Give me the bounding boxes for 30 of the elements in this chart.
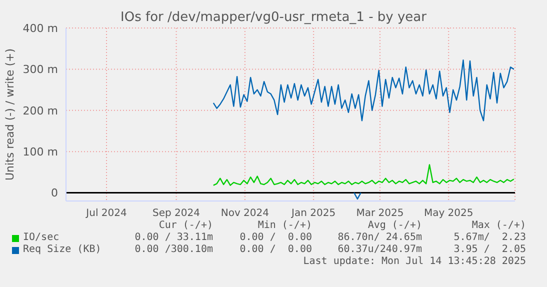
text: 5.67m/ 2.23 <box>452 232 526 244</box>
y-tick-label: 100 m <box>22 145 58 158</box>
x-tick-label: Mar 2025 <box>356 208 404 220</box>
text: 3.95 / 2.05 <box>452 244 526 256</box>
text: 0.00 /300.10m <box>134 244 213 256</box>
y-axis-title: Units read (-) / write (+) <box>4 48 16 181</box>
text: Avg (-/+) <box>366 220 422 232</box>
y-tick-label: 300 m <box>22 63 58 76</box>
text: Cur (-/+) <box>158 220 213 232</box>
line-series <box>212 164 514 186</box>
x-tick-label: Jul 2024 <box>85 208 127 220</box>
text: Last update: Mon Jul 14 13:45:28 2025 <box>302 256 526 268</box>
legend-label: IO/sec <box>22 232 60 244</box>
text: 0.00 / 0.00 <box>238 232 312 244</box>
x-tick-label: Jan 2025 <box>290 208 336 220</box>
text: 0.00 / 0.00 <box>238 244 312 256</box>
legend-label: Req Size (KB) <box>22 244 102 256</box>
text: 60.37u/240.97m <box>336 244 422 256</box>
x-tick-label: Nov 2024 <box>220 208 270 220</box>
x-tick-label: Sep 2024 <box>152 208 200 220</box>
y-tick-label: 200 m <box>22 104 58 118</box>
x-tick-label: May 2025 <box>424 208 474 220</box>
text: Min (-/+) <box>256 220 312 232</box>
chart-title: IOs for /dev/mapper/vg0-usr_rmeta_1 - by year <box>120 10 426 25</box>
text: 86.70n/ 24.65m <box>336 232 422 244</box>
line-series <box>212 60 514 122</box>
text: 0.00 / 33.11m <box>134 232 213 244</box>
text: Max (-/+) <box>470 220 526 232</box>
y-tick-label: 400 m <box>22 22 58 35</box>
y-tick-label: 0 <box>51 186 58 200</box>
